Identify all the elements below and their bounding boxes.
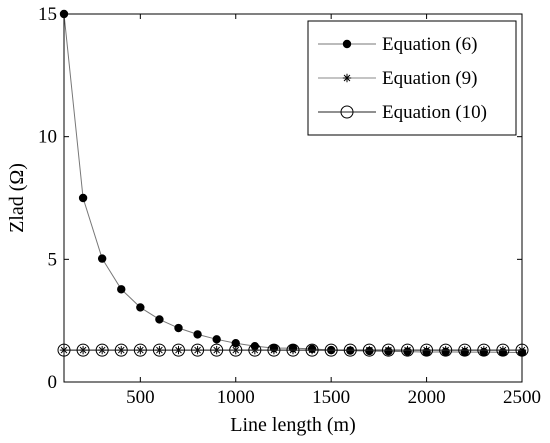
series-3-point [362,343,376,357]
series-1-point [155,315,164,324]
series-3-point [114,343,128,357]
series-3-point [420,343,434,357]
series-3-point [152,343,166,357]
y-tick-label: 10 [38,127,57,148]
y-tick-label: 15 [38,4,57,25]
legend: Equation (6) Equation (9) Equation (10) [307,20,517,136]
series-3-point [133,343,147,357]
series-3-point [458,343,472,357]
series-3-point [439,343,453,357]
series-3-point [496,343,510,357]
legend-entry: Equation (9) [318,68,478,89]
series-3-point [229,343,243,357]
series-3-point [286,343,300,357]
legend-label: Equation (9) [382,68,478,89]
series-3-point [324,343,338,357]
legend-entry: Equation (10) [318,102,487,123]
series-3-point [267,343,281,357]
x-tick-label: 1500 [312,387,350,408]
x-tick-label: 1000 [217,387,255,408]
series-1-point [97,254,107,263]
series-3-point [172,343,185,357]
series-1-point [174,323,183,333]
series-3-point [401,343,414,357]
y-tick-label: 0 [48,372,58,393]
x-axis-title: Line length (m) [230,414,356,436]
series-3-point [248,343,262,357]
series-3-point [381,343,395,357]
legend-label: Equation (6) [382,34,478,55]
series-1-point [78,193,88,203]
legend-marker [340,105,354,119]
series-3-point [210,343,224,357]
series-3-point [477,343,491,357]
series-3-point [76,343,90,357]
plot-frame [63,13,523,383]
x-tick-label: 2500 [503,387,541,408]
axes-layer: 500 1000 1500 2000 2500 0 5 10 15 [38,4,541,408]
series-layer [57,9,529,357]
series-3 [57,343,529,357]
series-3-point [305,343,319,357]
y-axis-title: Zlad (Ω) [6,163,28,233]
series-1-point [212,335,221,344]
legend-marker [342,73,352,83]
series-3-point [191,343,205,357]
x-tick-label: 500 [126,387,155,408]
series-1-point [136,303,145,312]
x-tick-label: 2000 [408,387,446,408]
legend-marker [342,39,352,49]
legend-entry: Equation (6) [318,34,478,55]
series-3-point [343,343,357,357]
series-1-point [193,330,202,339]
series-1-point [231,339,240,348]
series-3-point [95,343,109,357]
series-1-point [117,285,126,294]
legend-label: Equation (10) [382,102,487,123]
y-tick-label: 5 [48,249,58,270]
